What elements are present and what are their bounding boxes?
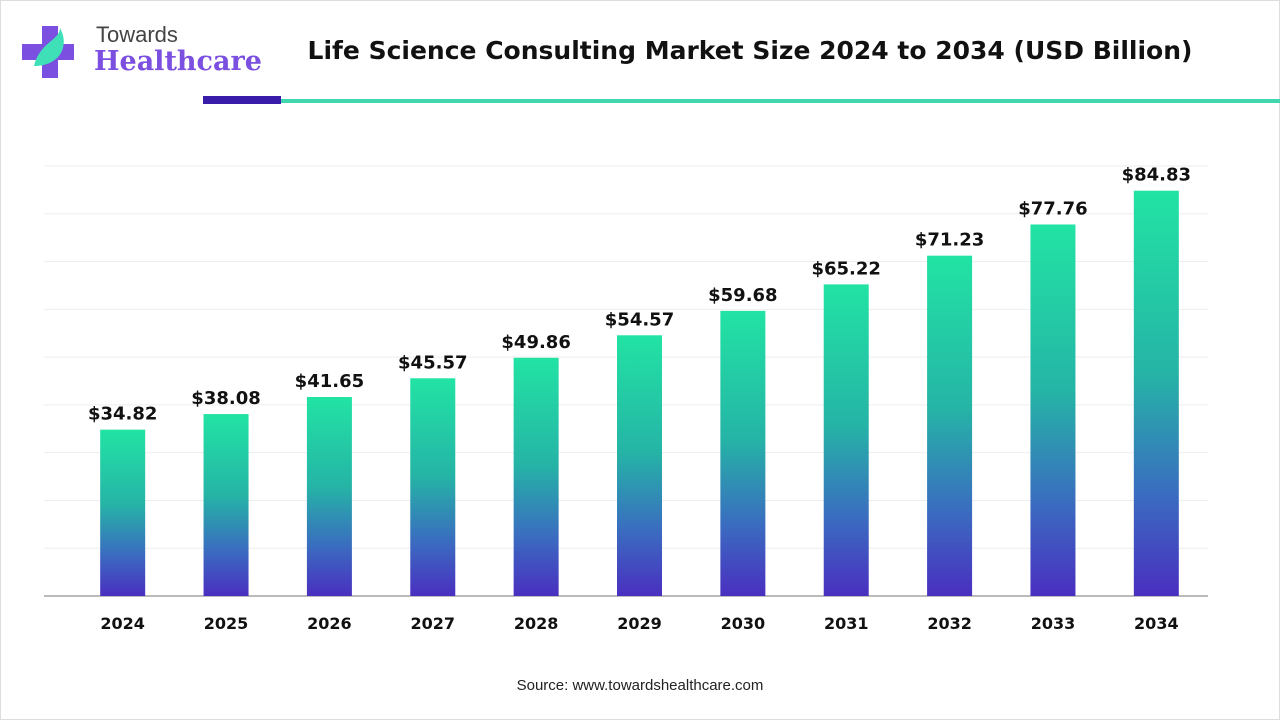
data-label: $41.65 (295, 371, 364, 392)
data-label: $59.68 (708, 285, 777, 306)
bar (203, 414, 249, 596)
logo-text-healthcare: Healthcare (94, 46, 262, 77)
x-tick-label: 2024 (100, 614, 145, 633)
bar (720, 310, 766, 596)
data-label: $77.76 (1018, 198, 1087, 219)
x-tick-label: 2033 (1031, 614, 1076, 633)
x-tick-label: 2027 (411, 614, 456, 633)
bar (1133, 190, 1179, 596)
data-label: $65.22 (811, 258, 880, 279)
data-label: $71.23 (915, 230, 984, 251)
x-tick-label: 2030 (721, 614, 766, 633)
data-label: $84.83 (1122, 165, 1191, 186)
x-tick-label: 2025 (204, 614, 249, 633)
cross-leaf-icon (22, 26, 74, 78)
bar (617, 335, 662, 596)
logo-text-towards: Towards (96, 22, 178, 47)
bar (927, 255, 973, 596)
bar (513, 357, 559, 596)
x-tick-label: 2029 (617, 614, 662, 633)
data-label: $49.86 (501, 332, 570, 353)
bar (1030, 224, 1076, 597)
bar (823, 284, 869, 596)
logo: Towards Healthcare (20, 22, 262, 82)
accent-bar-dark (203, 96, 281, 104)
x-tick-label: 2034 (1134, 614, 1179, 633)
data-label: $54.57 (605, 309, 674, 330)
bar (410, 378, 456, 596)
x-tick-label: 2032 (927, 614, 972, 633)
x-tick-label: 2026 (307, 614, 352, 633)
bar (306, 397, 352, 596)
bar (100, 429, 146, 596)
data-label: $34.82 (88, 404, 157, 425)
chart-title: Life Science Consulting Market Size 2024… (307, 36, 1193, 65)
accent-bar-teal (281, 99, 1280, 103)
source-note: Source: www.towardshealthcare.com (516, 677, 764, 694)
x-tick-label: 2028 (514, 614, 559, 633)
data-label: $45.57 (398, 352, 467, 373)
x-tick-label: 2031 (824, 614, 869, 633)
data-label: $38.08 (191, 388, 260, 409)
